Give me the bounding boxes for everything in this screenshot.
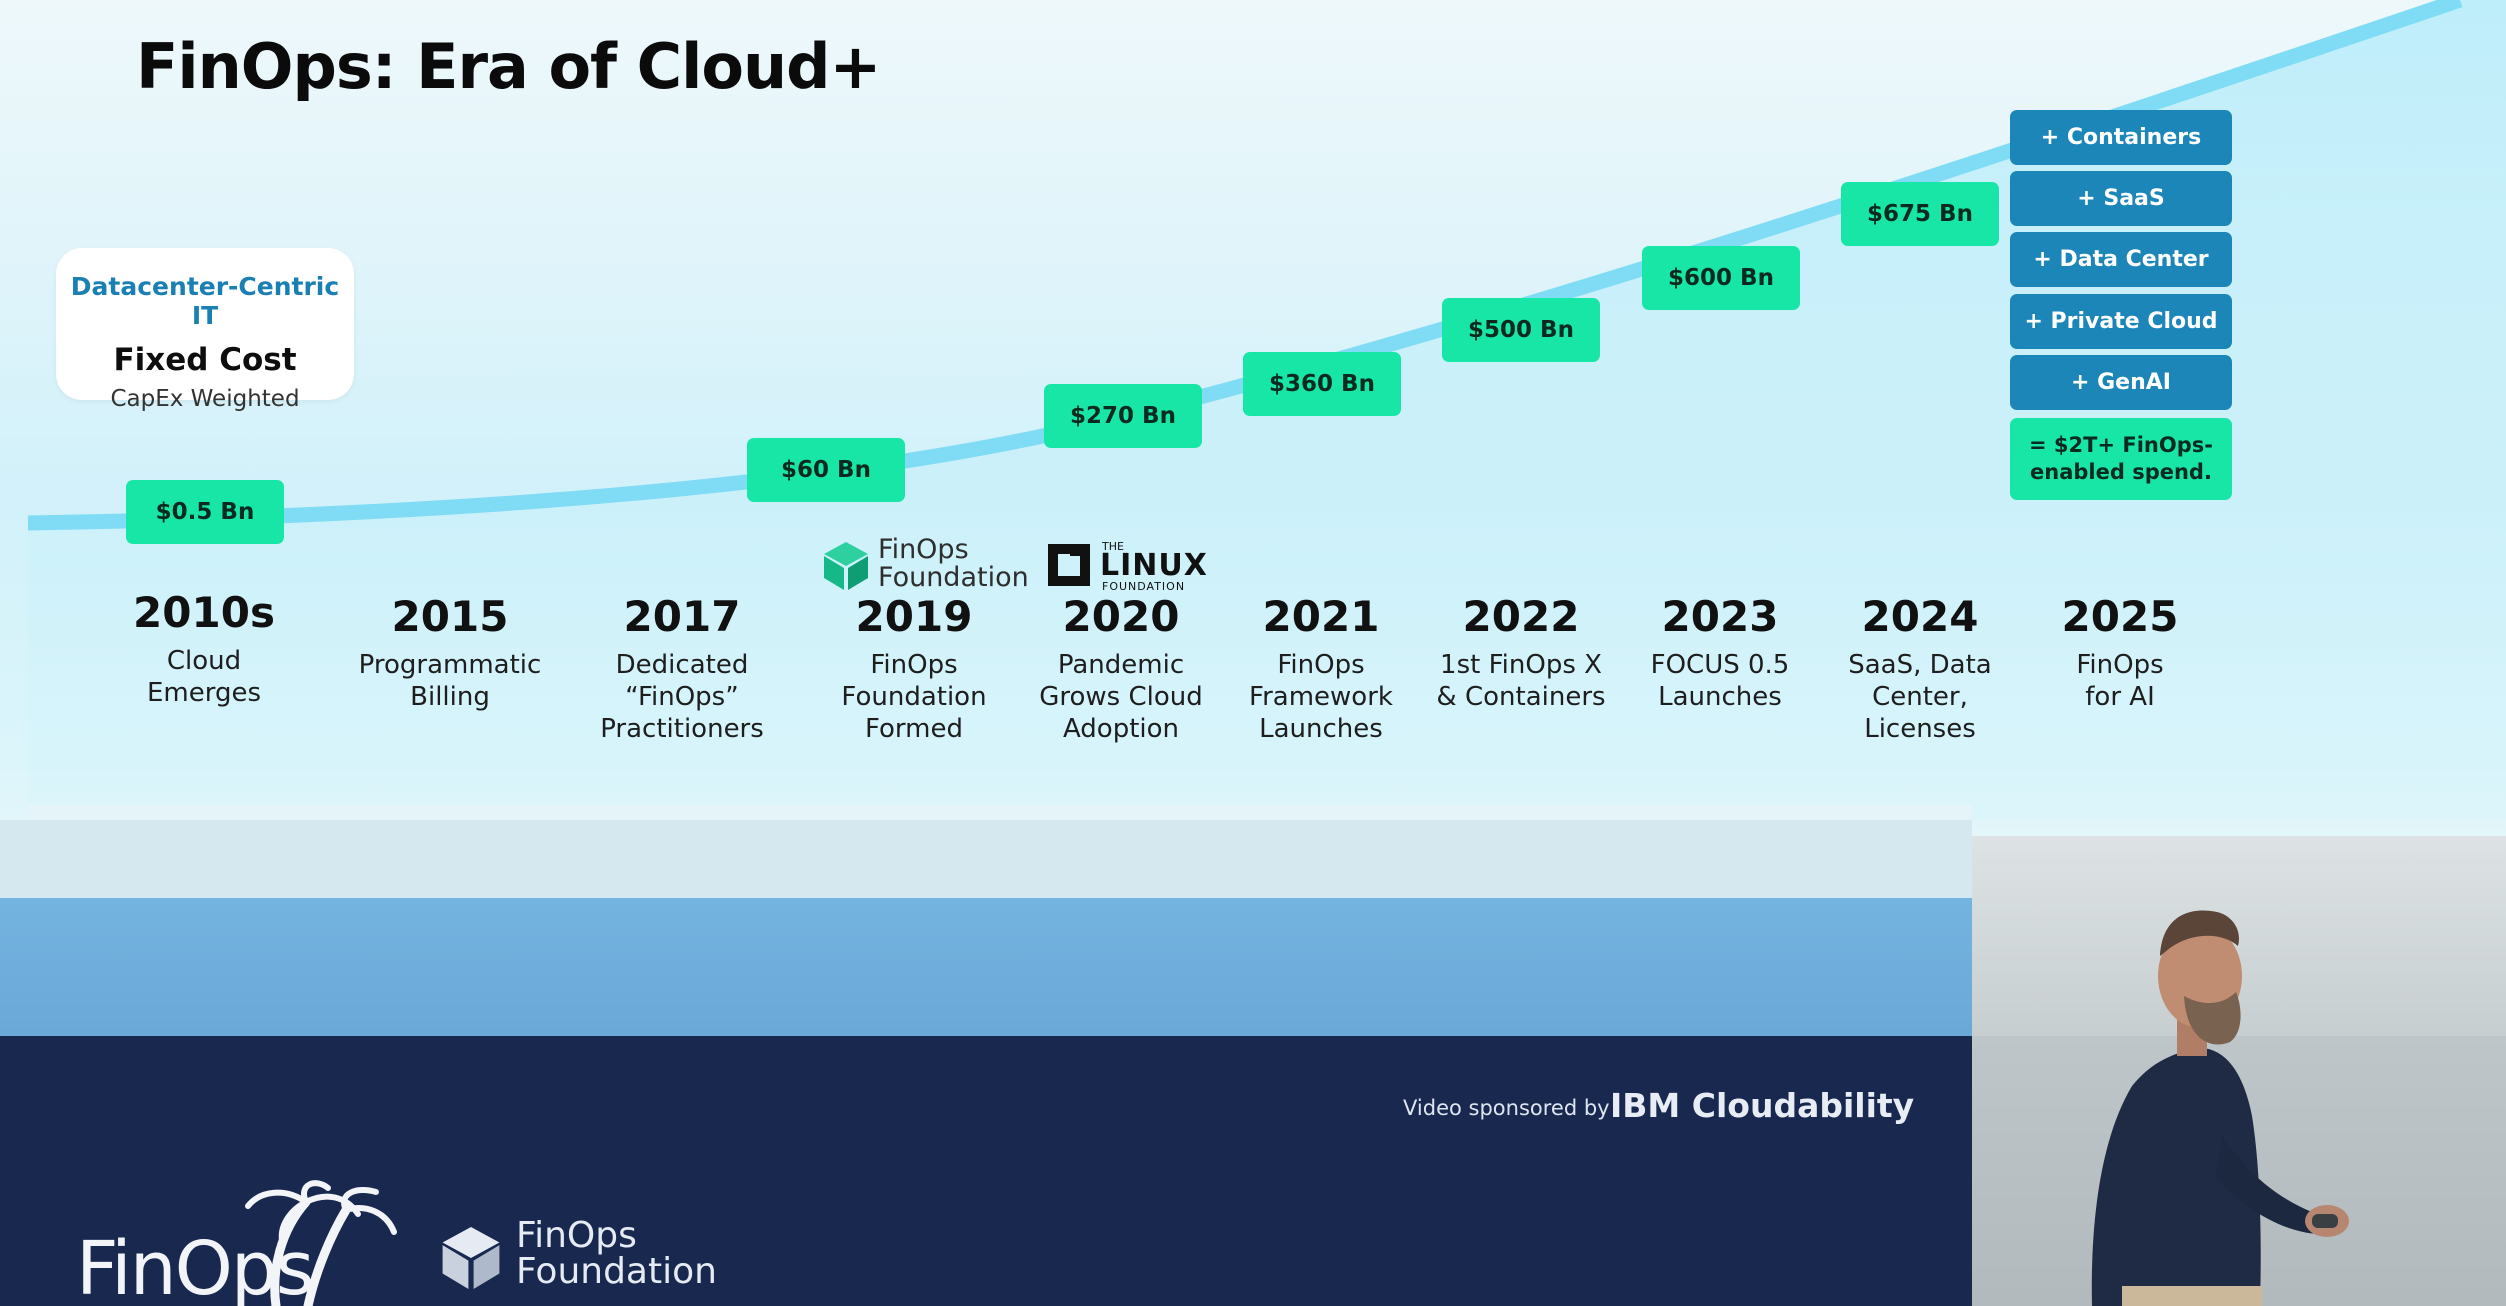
milestone-description: FinOps Framework Launches — [1249, 650, 1393, 744]
linux-foundation-logo: THE LINUX FOUNDATION — [1044, 538, 1207, 594]
datacenter-card: Datacenter-Centric IT Fixed Cost CapEx W… — [56, 248, 354, 412]
milestone-year: 2010s — [133, 588, 275, 637]
linux-foundation-mark-icon — [1048, 544, 1090, 586]
milestone-year: 2024 — [1861, 592, 1979, 641]
milestone-year: 2020 — [1062, 592, 1180, 641]
milestone-2021: 2021 FinOps Framework Launches — [1211, 592, 1431, 745]
slide: FinOps: Era of Cloud+ Datacenter-Centric… — [0, 0, 2506, 900]
spend-badge-2021: $360 Bn — [1243, 352, 1401, 416]
total-spend-box: = $2T+ FinOps-enabled spend. — [2010, 418, 2232, 500]
speaker-video — [1972, 836, 2506, 1306]
finops-x-logo: FinOps — [76, 1180, 406, 1306]
milestone-2010s: 2010s Cloud Emerges — [94, 588, 314, 709]
spend-badge-2024: $675 Bn — [1841, 182, 1999, 246]
milestone-2023: 2023 FOCUS 0.5 Launches — [1610, 592, 1830, 713]
linux-logo-name: LINUX — [1100, 548, 1208, 583]
milestone-description: Cloud Emerges — [146, 646, 262, 708]
milestone-description: FinOps Foundation Formed — [841, 650, 987, 744]
datacenter-card-subheading: CapEx Weighted — [110, 386, 300, 412]
addon-data-center: + Data Center — [2010, 232, 2232, 287]
milestone-2017: 2017 Dedicated “FinOps” Practitioners — [572, 592, 792, 745]
spend-badge-2022: $500 Bn — [1442, 298, 1600, 362]
milestone-year: 2019 — [855, 592, 973, 641]
milestone-2025: 2025 FinOps for AI — [2010, 592, 2230, 713]
finops-foundation-logo-text: FinOps Foundation — [878, 534, 1029, 593]
milestone-year: 2022 — [1462, 592, 1580, 641]
milestone-description: FOCUS 0.5 Launches — [1650, 650, 1790, 712]
milestone-2019: 2019 FinOps Foundation Formed — [804, 592, 1024, 745]
addon-containers: + Containers — [2010, 110, 2232, 165]
spend-badge-2023: $600 Bn — [1642, 246, 1800, 310]
milestone-description: SaaS, Data Center, Licenses — [1848, 650, 1992, 744]
addon-saas: + SaaS — [2010, 171, 2232, 226]
sponsor-name: IBM Cloudability — [1610, 1086, 1915, 1125]
finops-x-logo-text: FinOps — [76, 1226, 314, 1306]
palm-tree-icon — [245, 1180, 397, 1306]
stage-band-light — [0, 820, 1972, 898]
datacenter-card-heading: Fixed Cost — [113, 342, 297, 378]
milestone-description: Pandemic Grows Cloud Adoption — [1039, 650, 1203, 744]
footer-finops-foundation-logo: FinOps Foundation — [440, 1214, 720, 1306]
cube-icon — [824, 542, 868, 590]
linux-logo-the: THE — [1102, 540, 1124, 553]
milestone-description: 1st FinOps X & Containers — [1436, 650, 1606, 712]
milestone-2015: 2015 Programmatic Billing — [340, 592, 560, 713]
milestone-2020: 2020 Pandemic Grows Cloud Adoption — [1011, 592, 1231, 745]
linux-logo-foundation: FOUNDATION — [1102, 580, 1186, 593]
milestone-year: 2015 — [391, 592, 509, 641]
addon-genai: + GenAI — [2010, 355, 2232, 410]
stage-band-sky — [0, 898, 1972, 1036]
finops-foundation-logo: FinOps Foundation — [820, 536, 1029, 596]
sponsor-label: Video sponsored by — [1403, 1096, 1610, 1120]
slide-title: FinOps: Era of Cloud+ — [136, 30, 881, 103]
datacenter-card-label: Datacenter-Centric IT — [70, 272, 340, 330]
milestone-description: FinOps for AI — [2076, 650, 2164, 712]
spend-badge-2019: $60 Bn — [747, 438, 905, 502]
milestone-year: 2023 — [1661, 592, 1779, 641]
slide-base — [28, 805, 1972, 823]
milestone-year: 2017 — [623, 592, 741, 641]
milestone-2024: 2024 SaaS, Data Center, Licenses — [1810, 592, 2030, 745]
spend-badge-2010s: $0.5 Bn — [126, 480, 284, 544]
milestone-year: 2025 — [2061, 592, 2179, 641]
speaker-figure — [1972, 910, 2506, 1306]
milestone-year: 2021 — [1262, 592, 1380, 641]
milestone-2022: 2022 1st FinOps X & Containers — [1411, 592, 1631, 713]
stage-band-navy — [0, 1036, 1972, 1306]
addon-private-cloud: + Private Cloud — [2010, 294, 2232, 349]
spend-badge-2020: $270 Bn — [1044, 384, 1202, 448]
milestone-description: Dedicated “FinOps” Practitioners — [600, 650, 764, 744]
milestone-description: Programmatic Billing — [358, 650, 542, 712]
footer-finops-foundation-text: FinOps Foundation — [516, 1215, 717, 1292]
cube-icon — [442, 1227, 500, 1289]
